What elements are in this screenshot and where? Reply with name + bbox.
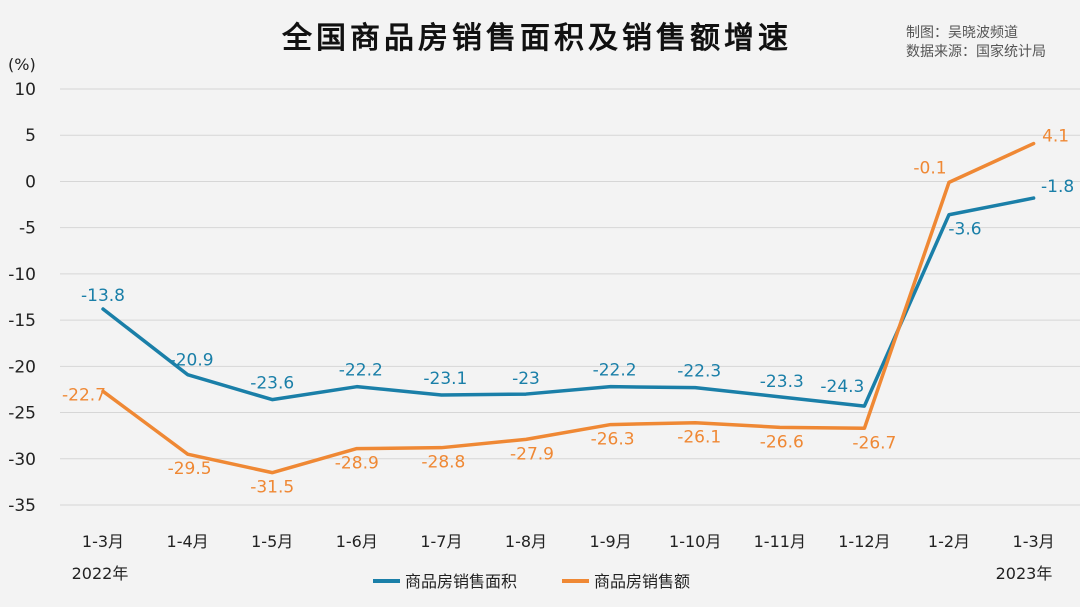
x-tick-label: 1-12月 (838, 532, 890, 551)
data-label: -3.6 (948, 220, 981, 240)
x-tick-label: 1-4月 (167, 532, 209, 551)
data-label: -29.5 (168, 459, 212, 479)
y-axis-unit: (%) (8, 55, 36, 74)
data-label: -27.9 (510, 444, 554, 464)
data-labels: -13.8 -20.9 -23.6 -22.2 -23.1 -23 -22.2 -22.3 -2… (62, 127, 1074, 498)
x-tick-label: 1-5月 (251, 532, 293, 551)
year-label-last: 2023年 (996, 564, 1053, 583)
series-layer (101, 141, 1036, 475)
data-label: -13.8 (81, 286, 125, 306)
data-label: -23.3 (760, 372, 804, 392)
y-tick-label: -35 (8, 496, 36, 516)
x-tick-label: 1-11月 (754, 532, 806, 551)
data-label: -23.6 (250, 374, 294, 394)
y-tick-label: -10 (8, 265, 36, 285)
y-tick-label: -25 (8, 404, 36, 424)
data-label: -20.9 (170, 351, 214, 371)
legend-label-area: 商品房销售面积 (405, 572, 517, 591)
credit-line-1: 制图：吴晓波频道 (906, 25, 1018, 41)
x-tick-label: 1-3月 (82, 532, 124, 551)
y-tick-label: -30 (8, 450, 36, 470)
y-tick-label: -15 (8, 311, 36, 331)
y-tick-label: -20 (8, 357, 36, 377)
series-line-1 (101, 141, 1036, 475)
data-label: -22.7 (62, 385, 106, 405)
data-label: -23 (512, 369, 540, 389)
data-label: -22.2 (593, 361, 637, 381)
year-label-first: 2022年 (72, 564, 129, 583)
data-label: -22.3 (677, 362, 721, 382)
data-label: -26.1 (677, 428, 721, 448)
data-label: -0.1 (913, 158, 946, 178)
x-tick-labels: 1-3月 1-4月 1-5月 1-6月 1-7月 1-8月 1-9月 1-10月 1-11月 1-… (82, 532, 1055, 551)
legend: 商品房销售面积 商品房销售额 (373, 572, 690, 591)
data-label: -31.5 (250, 478, 294, 498)
y-tick-labels: 10 5 0 -5 -10 -15 -20 -25 -30 -35 (8, 80, 36, 516)
data-label: -26.6 (760, 432, 804, 452)
x-tick-label: 1-9月 (590, 532, 632, 551)
x-tick-label: 1-2月 (928, 532, 970, 551)
data-label: -24.3 (820, 377, 864, 397)
y-tick-label: 5 (25, 126, 36, 146)
data-label: -1.8 (1041, 177, 1074, 197)
data-label: -23.1 (423, 369, 467, 389)
x-tick-label: 1-7月 (420, 532, 462, 551)
data-label: -26.7 (852, 433, 896, 453)
y-tick-label: 0 (25, 172, 36, 192)
data-label: -28.8 (421, 453, 465, 473)
legend-label-sales: 商品房销售额 (594, 572, 690, 591)
grid-layer (60, 88, 1080, 506)
series-line-0 (101, 196, 1036, 408)
y-tick-label: 10 (14, 80, 36, 100)
data-label: 4.1 (1042, 127, 1069, 147)
x-tick-label: 1-6月 (336, 532, 378, 551)
chart-title: 全国商品房销售面积及销售额增速 (281, 21, 792, 56)
data-label: -22.2 (339, 361, 383, 381)
data-label: -26.3 (591, 430, 635, 450)
x-tick-label: 1-10月 (669, 532, 721, 551)
y-tick-label: -5 (19, 219, 36, 239)
x-tick-label: 1-8月 (505, 532, 547, 551)
data-label: -28.9 (335, 454, 379, 474)
credit-line-2: 数据来源：国家统计局 (906, 43, 1046, 60)
x-tick-label: 1-3月 (1013, 532, 1055, 551)
